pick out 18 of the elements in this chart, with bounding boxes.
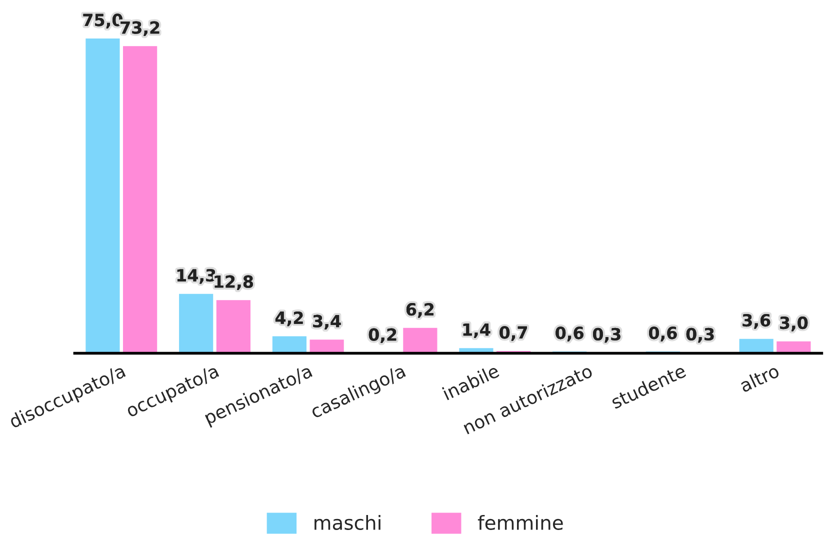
data-label: 6,2 xyxy=(406,303,434,318)
data-label: 4,2 xyxy=(275,311,303,326)
data-label: 73,2 xyxy=(120,21,160,36)
data-label: 0,2 xyxy=(368,328,396,344)
data-label: 0,6 xyxy=(556,326,584,342)
data-label: 0,3 xyxy=(686,328,714,343)
data-label: 14,3 xyxy=(177,268,216,284)
data-label: 3,0 xyxy=(780,316,808,332)
data-label: 1,4 xyxy=(463,323,490,338)
legend-label: femmine xyxy=(478,514,563,530)
data-label: 0,3 xyxy=(592,328,620,343)
data-label: 3,4 xyxy=(313,314,341,330)
data-label: 3,6 xyxy=(742,314,770,329)
x-tick-label: altro xyxy=(738,363,780,393)
data-label: 0,7 xyxy=(500,326,527,341)
data-label: 0,6 xyxy=(649,326,677,342)
legend-label: maschi xyxy=(314,514,380,530)
data-label: 12,8 xyxy=(214,275,253,290)
